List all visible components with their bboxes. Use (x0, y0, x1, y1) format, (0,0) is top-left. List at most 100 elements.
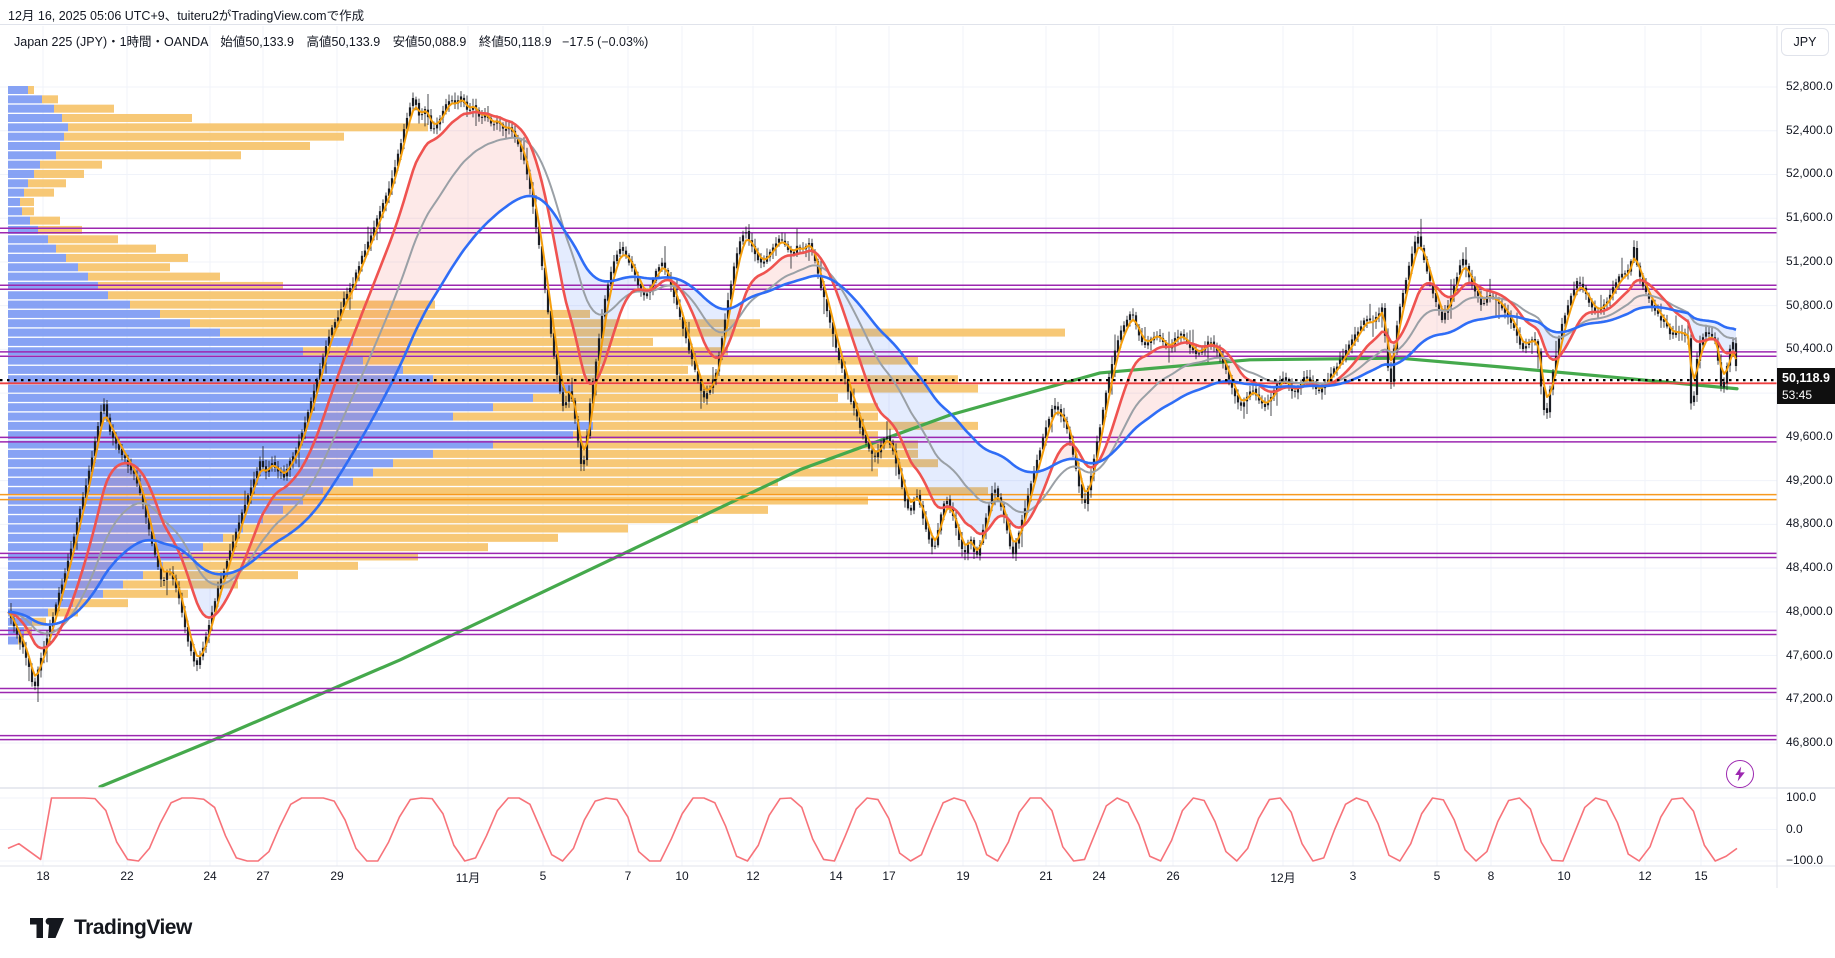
candle-body (1542, 386, 1546, 410)
time-axis-label: 19 (956, 869, 970, 883)
candle-body (858, 417, 862, 428)
candle-body (90, 457, 94, 472)
candle-body (1497, 301, 1501, 304)
candle-body (1191, 345, 1195, 351)
volume-profile-sell-bar (64, 132, 344, 141)
currency-button[interactable]: JPY (1781, 28, 1829, 56)
candle-body (816, 261, 820, 274)
symbol-title[interactable]: Japan 225 (JPY)・1時間・OANDA (14, 35, 208, 49)
candle-body (603, 298, 607, 317)
volume-profile-sell-bar (403, 365, 688, 374)
candle-body (1533, 339, 1537, 341)
candle-body (900, 474, 904, 488)
volume-profile-sell-bar (243, 524, 628, 533)
candle-body (1230, 379, 1234, 388)
candle-body (1047, 418, 1051, 428)
candle-body (1194, 350, 1198, 354)
low-value: 50,088.9 (417, 35, 467, 49)
candle-body (687, 338, 691, 351)
candle-body (492, 124, 496, 126)
candle-body (1704, 332, 1708, 337)
price-axis-label: 49,600.0 (1786, 428, 1833, 443)
volume-profile-buy-bar (8, 617, 32, 626)
price-axis-label: 51,200.0 (1786, 253, 1833, 268)
volume-profile-buy-bar (8, 253, 66, 262)
oscillator-line (7, 797, 1738, 862)
candle-body (1284, 377, 1288, 382)
candle-body (1644, 285, 1648, 292)
candle-body (1617, 276, 1621, 283)
price-axis-label: 47,600.0 (1786, 647, 1833, 662)
time-axis-label: 27 (256, 869, 270, 883)
candle-body (1329, 373, 1333, 380)
candle-body (294, 450, 298, 456)
candle-body (1521, 343, 1525, 350)
tradingview-logo[interactable]: TradingView (30, 915, 192, 941)
ema-blue-line (7, 194, 1737, 626)
time-axis-label: 14 (829, 869, 843, 883)
candle-body (1236, 395, 1240, 403)
candle-body (45, 638, 49, 647)
candle-body (1260, 400, 1264, 404)
symbol-legend[interactable]: Japan 225 (JPY)・1時間・OANDA 始値50,133.9 高値5… (14, 31, 648, 50)
volume-profile-sell-bar (20, 197, 34, 206)
lightning-icon (1735, 766, 1745, 782)
candle-body (459, 96, 463, 102)
candle-body (1689, 338, 1693, 404)
candle-body (618, 249, 622, 254)
volume-profile-sell-bar (40, 160, 102, 169)
candle-body (1674, 332, 1678, 336)
candle-body (1470, 275, 1474, 284)
candle-body (1587, 294, 1591, 303)
volume-profile-sell-bar (62, 113, 192, 122)
candle-body (297, 441, 301, 450)
candle-body (138, 483, 142, 494)
candle-body (528, 173, 532, 189)
volume-profile-sell-bar (533, 393, 838, 402)
candle-body (1518, 333, 1522, 345)
candle-body (1104, 392, 1108, 411)
candle-body (1281, 378, 1285, 380)
candle-body (96, 426, 100, 442)
volume-profile-sell-bar (493, 440, 918, 449)
candle-body (102, 404, 106, 412)
candle-body (771, 247, 775, 253)
candle-body (705, 393, 709, 399)
candle-body (1410, 253, 1414, 267)
candle-body (1296, 387, 1300, 393)
ma-green-line (98, 356, 1739, 789)
volume-profile-buy-bar (8, 86, 28, 94)
candle-body (1098, 427, 1102, 443)
candle-body (1488, 295, 1492, 297)
candle-body (585, 435, 589, 461)
candle-body (1398, 306, 1402, 325)
time-axis-label: 10 (1557, 869, 1571, 883)
candle-body (1731, 342, 1735, 350)
candle-body (72, 536, 76, 549)
candle-body (1479, 296, 1483, 305)
time-axis-label: 15 (1694, 869, 1708, 883)
candle-body (747, 231, 751, 240)
ema-band-fill (65, 463, 179, 621)
time-axis-label: 5 (539, 869, 547, 883)
candle-body (1221, 357, 1225, 363)
instant-order-lightning-button[interactable] (1726, 760, 1754, 788)
candle-body (159, 568, 163, 580)
candle-body (597, 338, 601, 361)
candle-body (1623, 273, 1627, 275)
candle-body (261, 461, 265, 468)
candle-body (903, 487, 907, 502)
volume-profile-buy-bar (8, 141, 60, 150)
candle-body (774, 243, 778, 248)
candle-body (63, 573, 67, 583)
volume-profile-sell-bar (56, 244, 156, 253)
candle-body (483, 115, 487, 118)
candle-body (1134, 315, 1138, 325)
price-axis-label: 52,400.0 (1786, 122, 1833, 137)
volume-profile-buy-bar (8, 104, 54, 113)
high-label: 高値 (306, 35, 332, 49)
candle-body (645, 293, 649, 297)
candle-body (210, 612, 214, 625)
candle-body (1317, 389, 1321, 392)
